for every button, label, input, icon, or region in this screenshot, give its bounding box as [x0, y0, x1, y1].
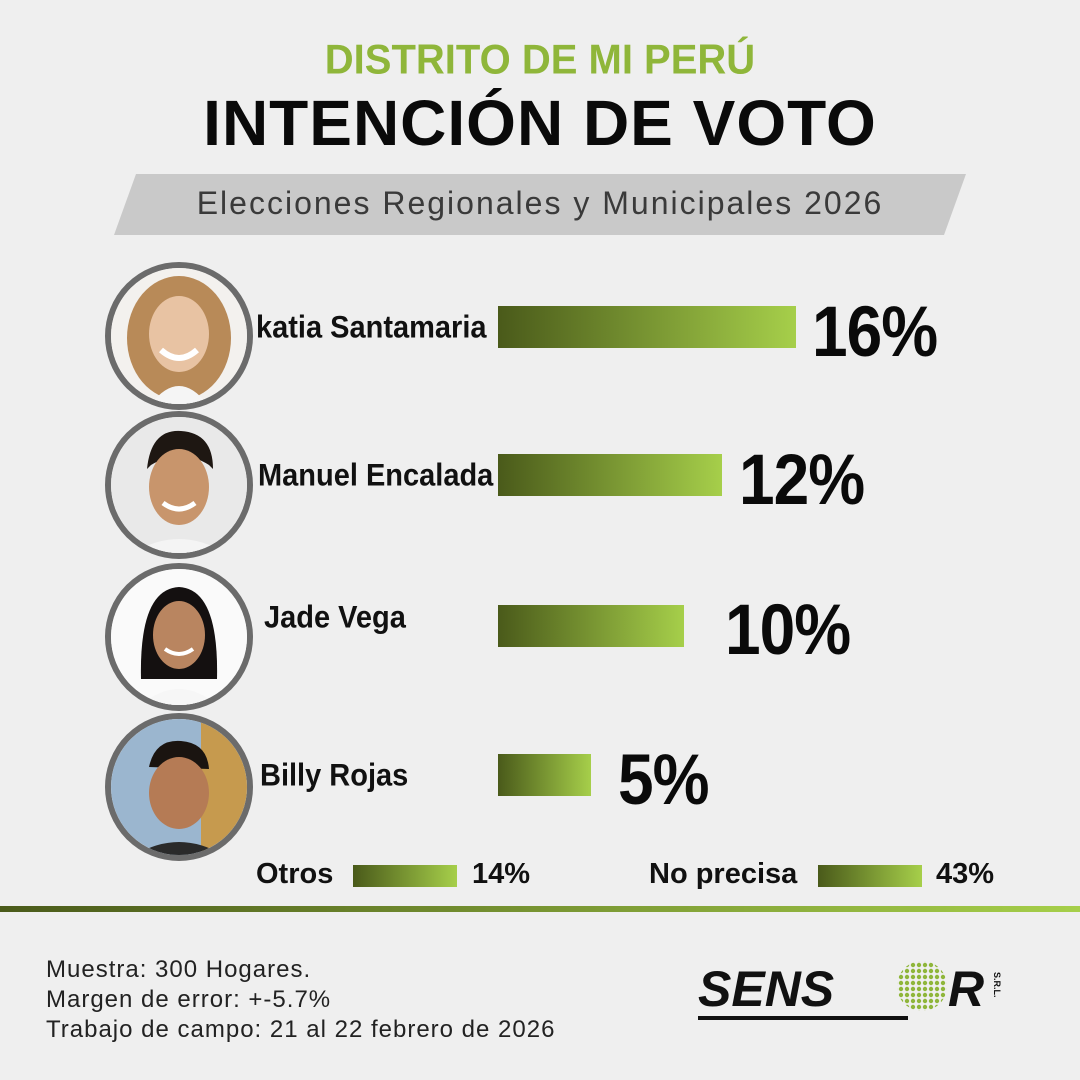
page-title: INTENCIÓN DE VOTO	[203, 87, 877, 159]
avatar-candidate-1	[105, 262, 253, 410]
percent-label-2: 12%	[739, 439, 865, 520]
bar-candidate-4	[498, 754, 591, 796]
undecided-label: No precisa	[649, 858, 798, 890]
avatar-candidate-2	[105, 411, 253, 559]
others-percent: 14%	[472, 858, 531, 890]
others-bar	[353, 865, 457, 887]
divider	[0, 906, 1080, 912]
avatar-candidate-3	[105, 563, 253, 711]
footer-margin: Margen de error: +-5.7%	[46, 986, 332, 1013]
banner-text: Elecciones Regionales y Municipales 2026	[196, 185, 884, 221]
banner: Elecciones Regionales y Municipales 2026	[114, 174, 966, 235]
undecided-percent: 43%	[936, 858, 995, 890]
logo-underline	[698, 1016, 908, 1020]
others-label: Otros	[256, 858, 334, 890]
bar-rect-3	[498, 605, 684, 647]
district-title: DISTRITO DE MI PERÚ	[324, 36, 756, 84]
bar-rect-2	[498, 454, 722, 496]
candidate-name-1: katia Santamaria	[256, 310, 487, 346]
logo-suffix: S.R.L.	[992, 972, 1002, 998]
candidate-name-4: Billy Rojas	[260, 758, 409, 794]
sensor-logo: SENS R S.R.L.	[694, 956, 1044, 1028]
percent-label-4: 5%	[618, 739, 709, 820]
candidate-name-3: Jade Vega	[264, 600, 406, 636]
banner-background	[114, 174, 966, 235]
bar-rect-1	[498, 306, 796, 348]
undecided-bar	[818, 865, 922, 887]
candidate-name-2: Manuel Encalada	[258, 458, 494, 494]
percent-label-1: 16%	[812, 291, 938, 372]
avatar-candidate-4	[105, 713, 253, 861]
footer-sample: Muestra: 300 Hogares.	[46, 956, 312, 983]
bar-candidate-3	[498, 605, 684, 647]
bar-rect-4	[498, 754, 591, 796]
percent-label-3: 10%	[725, 589, 851, 670]
bar-candidate-1	[498, 306, 796, 348]
bar-candidate-2	[498, 454, 722, 496]
logo-text-right: R	[948, 961, 984, 1017]
logo-text-left: SENS	[698, 961, 834, 1017]
footer-fieldwork: Trabajo de campo: 21 al 22 febrero de 20…	[46, 1016, 556, 1043]
logo-dot-circle	[897, 961, 947, 1011]
